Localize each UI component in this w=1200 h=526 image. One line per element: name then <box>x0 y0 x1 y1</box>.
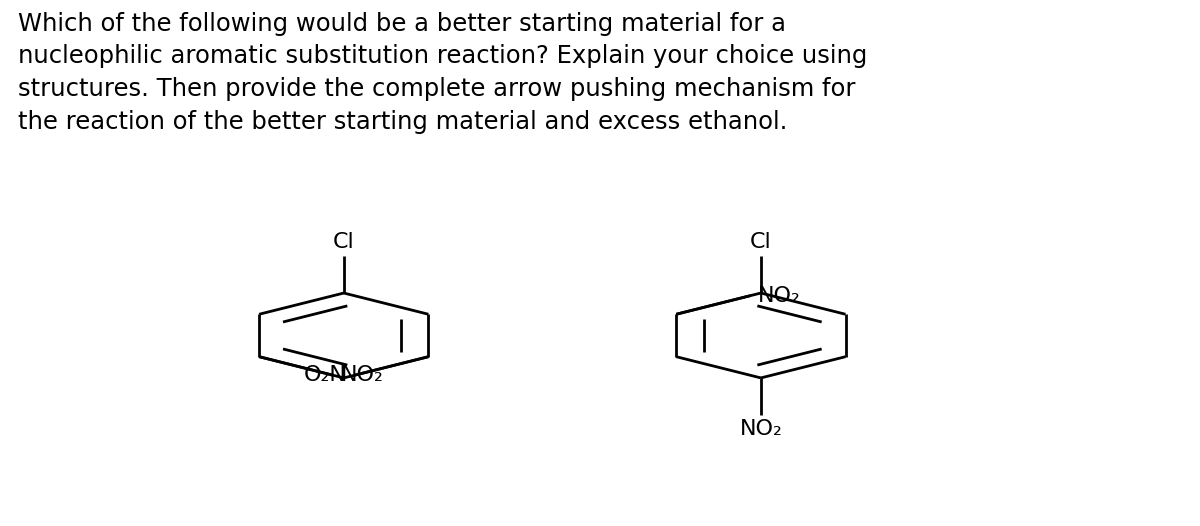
Text: NO₂: NO₂ <box>739 419 782 439</box>
Text: NO₂: NO₂ <box>341 366 384 386</box>
Text: Cl: Cl <box>332 231 355 251</box>
Text: NO₂: NO₂ <box>757 286 800 306</box>
Text: Which of the following would be a better starting material for a
nucleophilic ar: Which of the following would be a better… <box>18 12 868 134</box>
Text: Cl: Cl <box>750 231 772 251</box>
Text: O₂N: O₂N <box>304 366 347 386</box>
